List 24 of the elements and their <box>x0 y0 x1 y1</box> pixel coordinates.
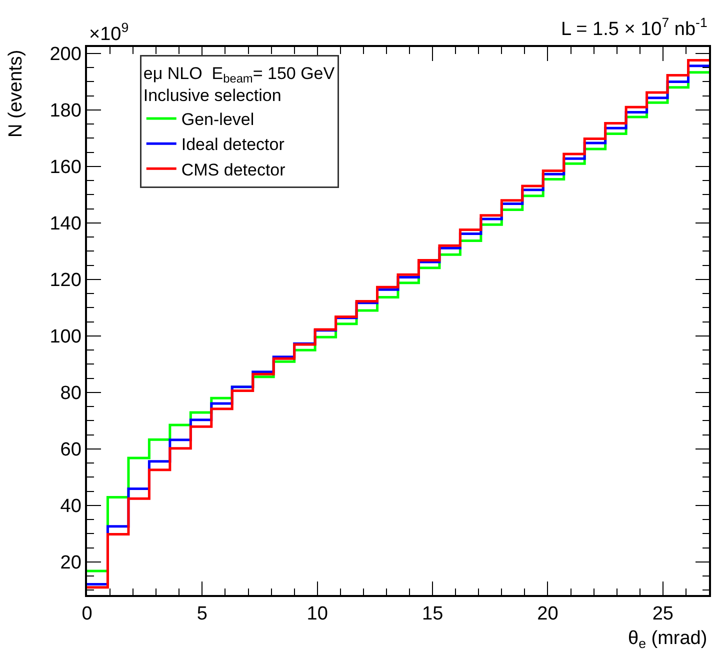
y-tick-label: 60 <box>60 440 82 461</box>
y-tick-label: 100 <box>50 326 82 348</box>
y-tick-label: 160 <box>50 157 82 178</box>
y-tick-label: 80 <box>60 383 82 404</box>
y-tick-label: 20 <box>60 552 82 574</box>
x-tick-label: 20 <box>537 604 558 625</box>
x-tick-label: 15 <box>422 604 444 625</box>
x-tick-label: 0 <box>82 604 92 625</box>
text: ×10$^{9}$ <box>89 20 129 45</box>
x-tick-label: 10 <box>306 604 328 625</box>
x-tick-label: 25 <box>652 604 674 625</box>
legend-label: Ideal detector <box>181 135 285 154</box>
x-axis-title: θ$_{e}$ (mrad) <box>628 628 708 651</box>
y-tick-label: 40 <box>60 496 82 518</box>
text: L = 1.5 × 10$^{7}$ nb$^{-1}$ <box>561 15 708 40</box>
y-tick-label: 140 <box>50 214 82 235</box>
legend-title: eμ NLO E$_{beam}$= 150 GeV Inclusive selection <box>143 64 336 105</box>
y-tick-label: 120 <box>50 270 82 292</box>
y-tick-label: 180 <box>50 100 82 122</box>
y-axis-title: N (events) <box>5 50 26 138</box>
x-tick-label: 5 <box>196 604 208 625</box>
legend-label: CMS detector <box>181 160 286 180</box>
legend-label: Gen-level <box>181 110 254 130</box>
y-tick-label: 200 <box>50 44 82 66</box>
